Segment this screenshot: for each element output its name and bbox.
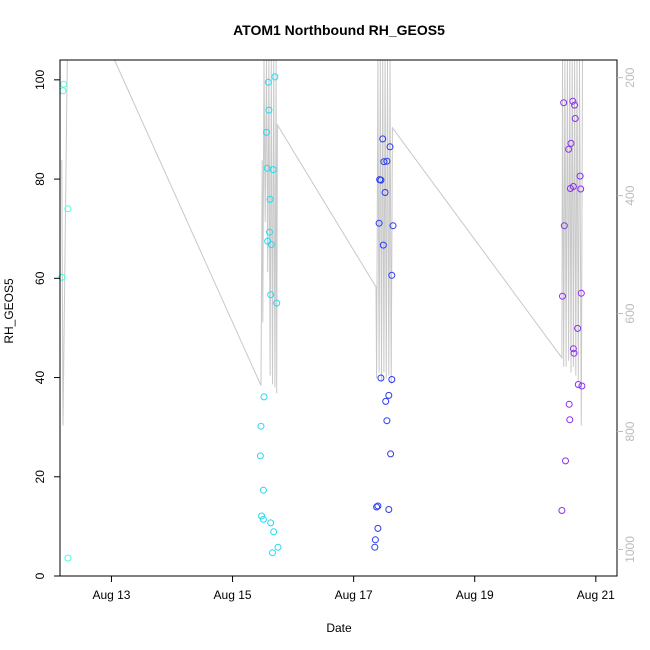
data-point-32 (375, 219, 383, 227)
data-point-24 (271, 73, 279, 81)
plot-frame (59, 59, 618, 577)
data-point-62 (569, 183, 577, 190)
data-point-8 (259, 515, 267, 523)
data-point-47 (388, 271, 396, 279)
data-point-53 (560, 222, 568, 230)
data-point-22 (269, 166, 277, 174)
y2-tick-label-4: 1000 (623, 536, 637, 563)
data-point-57 (566, 416, 574, 424)
data-point-49 (389, 222, 397, 230)
data-point-1 (59, 87, 67, 95)
data-point-37 (379, 241, 387, 249)
x-tick-label-1: Aug 15 (214, 588, 252, 602)
data-point-51 (559, 292, 566, 300)
data-point-48 (388, 376, 396, 383)
data-point-59 (567, 139, 575, 147)
chart-title: ATOM1 Northbound RH_GEOS5 (233, 22, 445, 38)
data-point-40 (382, 397, 390, 405)
data-point-67 (574, 381, 582, 388)
x-tick-label-4: Aug 21 (577, 588, 615, 602)
data-point-34 (377, 176, 385, 184)
data-point-2 (60, 80, 68, 88)
data-point-65 (571, 115, 579, 122)
data-point-18 (267, 291, 275, 299)
data-point-60 (569, 97, 577, 105)
data-point-28 (371, 536, 379, 544)
data-point-15 (265, 106, 273, 114)
data-point-36 (379, 135, 387, 143)
data-point-26 (274, 543, 282, 551)
data-point-35 (377, 374, 385, 382)
data-point-66 (574, 324, 582, 332)
data-point-17 (266, 195, 274, 203)
data-point-63 (571, 101, 579, 109)
data-point-61 (569, 345, 577, 353)
data-point-11 (263, 128, 270, 136)
data-point-16 (266, 228, 273, 236)
data-point-21 (269, 549, 276, 557)
data-point-39 (381, 189, 389, 196)
y-tick-label-4: 80 (33, 172, 47, 186)
data-point-55 (565, 145, 573, 153)
x-tick-label-0: Aug 13 (92, 588, 130, 602)
data-point-43 (385, 391, 393, 399)
y-axis-label: RH_GEOS5 (2, 278, 16, 344)
data-point-50 (558, 507, 566, 514)
data-point-31 (374, 502, 382, 510)
data-point-54 (562, 457, 569, 465)
y-tick-label-2: 40 (33, 371, 47, 385)
data-point-3 (64, 205, 72, 213)
y-tick-label-0: 0 (33, 572, 47, 579)
data-point-45 (386, 143, 394, 151)
y2-tick-label-1: 400 (623, 185, 637, 205)
data-point-27 (371, 543, 379, 551)
data-point-52 (560, 99, 568, 107)
data-point-25 (273, 299, 281, 307)
data-point-9 (259, 486, 267, 494)
y-tick-label-1: 20 (33, 470, 47, 484)
data-point-44 (385, 506, 393, 513)
data-point-13 (264, 237, 272, 245)
y2-tick-label-0: 200 (623, 67, 637, 87)
data-point-6 (256, 452, 264, 460)
data-point-70 (577, 289, 585, 297)
y-tick-label-5: 100 (33, 70, 47, 90)
y-tick-label-3: 60 (33, 271, 47, 285)
data-point-7 (258, 512, 266, 520)
data-point-69 (577, 185, 585, 193)
data-point-23 (270, 528, 278, 536)
data-point-30 (374, 524, 382, 532)
data-point-14 (264, 78, 272, 86)
axes-layer: Aug 13 Aug 15 Aug 17 Aug 19 Aug 21 0 20 40 60 80 1… (33, 59, 637, 602)
y2-tick-label-2: 600 (623, 303, 637, 323)
pressure-trace-line (61, 60, 583, 426)
y2-tick-label-3: 800 (623, 421, 637, 441)
data-point-68 (576, 172, 584, 180)
pressure-trace-layer (61, 60, 583, 426)
x-tick-label-2: Aug 17 (335, 588, 373, 602)
data-point-4 (64, 554, 72, 562)
data-point-38 (380, 158, 388, 166)
data-point-64 (570, 349, 578, 357)
x-tick-label-3: Aug 19 (456, 588, 494, 602)
data-point-20 (267, 519, 275, 527)
data-point-10 (260, 393, 268, 401)
points-layer (58, 73, 586, 562)
data-point-41 (383, 157, 391, 165)
x-axis-label: Date (326, 621, 352, 635)
data-point-71 (578, 382, 586, 390)
data-point-46 (387, 450, 395, 458)
data-point-56 (565, 400, 573, 408)
data-point-5 (257, 422, 265, 430)
data-point-29 (373, 503, 381, 511)
data-point-42 (383, 417, 391, 425)
data-point-19 (267, 241, 275, 249)
data-point-0 (58, 273, 66, 281)
